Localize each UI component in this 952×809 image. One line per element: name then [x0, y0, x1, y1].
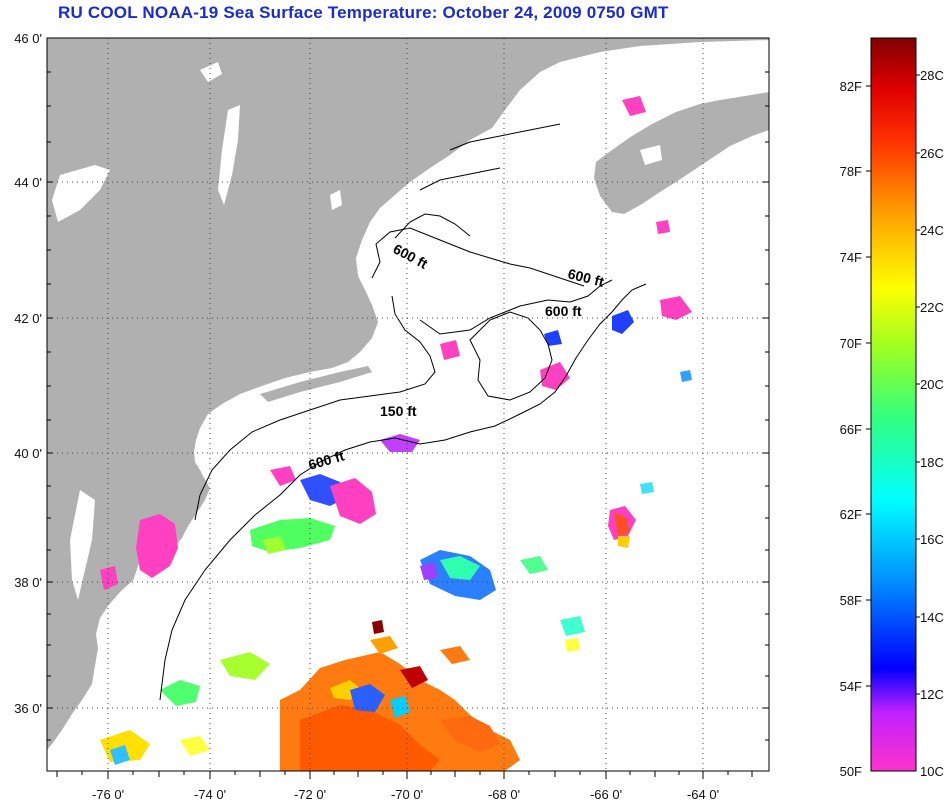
- lon-tick-labels: -76 0' -74 0' -72 0' -70 0' -68 0' -66 0…: [92, 787, 719, 802]
- colorbar-c-label: 10C: [920, 764, 944, 779]
- colorbar-c-label: 14C: [920, 610, 944, 625]
- colorbar-c-label: 26C: [920, 146, 944, 161]
- lat-tick-label: 40 0': [14, 446, 42, 461]
- colorbar-f-label: 74F: [840, 250, 862, 265]
- lon-tick-label: -68 0': [488, 787, 520, 802]
- colorbar-c-label: 12C: [920, 687, 944, 702]
- lon-tick-label: -76 0': [92, 787, 124, 802]
- lat-tick-labels: 46 0' 44 0' 42 0' 40 0' 38 0' 36 0': [14, 31, 42, 716]
- colorbar-c-label: 16C: [920, 532, 944, 547]
- land-mainland: [47, 38, 769, 750]
- frame-ticks: [47, 37, 769, 779]
- lat-tick-label: 38 0': [14, 575, 42, 590]
- lat-tick-label: 42 0': [14, 311, 42, 326]
- sst-data-layer: [100, 96, 692, 771]
- colorbar-gradient: [870, 37, 917, 772]
- contour-label: 150 ft: [380, 403, 417, 419]
- colorbar-f-label: 66F: [840, 422, 862, 437]
- colorbar-f-label: 82F: [840, 79, 862, 94]
- lat-tick-label: 44 0': [14, 175, 42, 190]
- colorbar-c-label: 24C: [920, 223, 944, 238]
- map-grid: [47, 38, 769, 771]
- lon-tick-label: -72 0': [294, 787, 326, 802]
- colorbar-f-label: 78F: [840, 164, 862, 179]
- colorbar-f-label: 50F: [840, 764, 862, 779]
- colorbar-c-label: 28C: [920, 68, 944, 83]
- land-long-island: [260, 366, 372, 402]
- lon-tick-label: -74 0': [194, 787, 226, 802]
- lat-tick-label: 46 0': [14, 31, 42, 46]
- contour-label: 600 ft: [545, 303, 582, 319]
- bathymetry-contours: [159, 123, 647, 701]
- colorbar-c-label: 20C: [920, 377, 944, 392]
- colorbar-c-label: 18C: [920, 455, 944, 470]
- colorbar-f-label: 58F: [840, 593, 862, 608]
- lon-tick-label: -64 0': [687, 787, 719, 802]
- lon-tick-label: -70 0': [391, 787, 423, 802]
- colorbar: 82F 78F 74F 70F 66F 62F 58F 54F 50F 28C …: [840, 37, 944, 779]
- lat-tick-label: 36 0': [14, 701, 42, 716]
- map-title: RU COOL NOAA-19 Sea Surface Temperature:…: [58, 3, 669, 22]
- land-nova-scotia: [594, 92, 769, 214]
- colorbar-f-label: 70F: [840, 336, 862, 351]
- colorbar-f-label: 62F: [840, 507, 862, 522]
- colorbar-c-label: 22C: [920, 300, 944, 315]
- lon-tick-label: -66 0': [590, 787, 622, 802]
- colorbar-f-label: 54F: [840, 679, 862, 694]
